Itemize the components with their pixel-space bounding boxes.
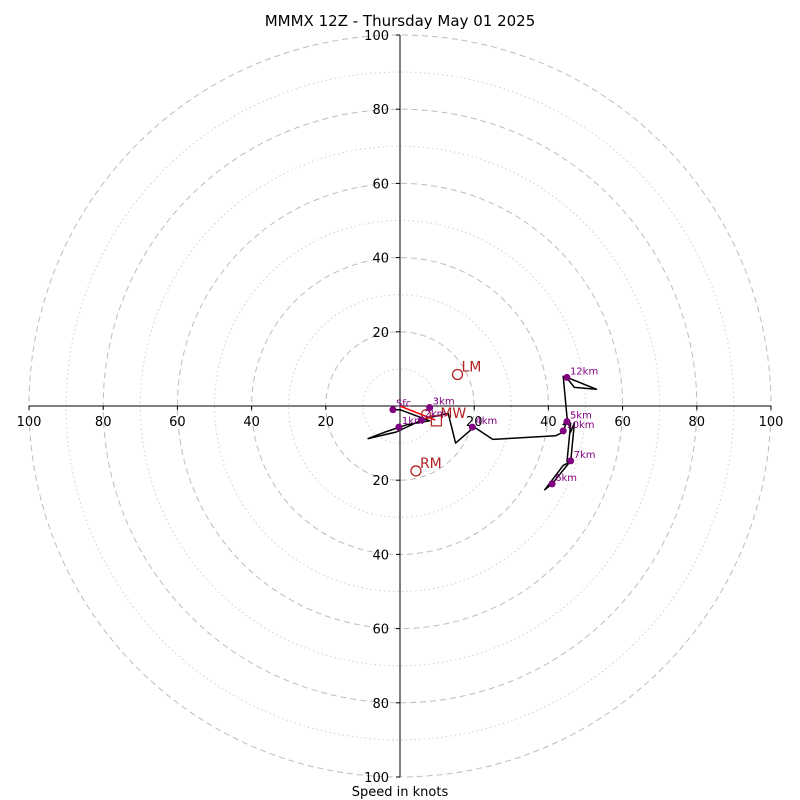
- chart-title: MMMX 12Z - Thursday May 01 2025: [265, 12, 536, 30]
- height-marker-point: [395, 423, 403, 431]
- x-tick-label: 80: [95, 415, 112, 430]
- x-tick-label: 40: [540, 415, 557, 430]
- y-tick-label: 60: [372, 177, 389, 192]
- height-marker-label: 2km: [425, 409, 447, 420]
- y-tick-label: 40: [372, 252, 389, 267]
- height-marker-point: [426, 403, 434, 411]
- storm-motion-marker: [430, 415, 442, 427]
- height-marker-label: 3km: [433, 396, 455, 407]
- storm-motion-marker: [410, 465, 422, 477]
- x-tick-label: 40: [243, 415, 260, 430]
- storm-motion-marker: [420, 409, 432, 420]
- height-marker-point: [468, 423, 476, 431]
- x-tick-label: 20: [318, 415, 335, 430]
- y-tick-label: 60: [372, 623, 389, 638]
- height-marker-point: [418, 416, 426, 424]
- hodograph-trace: [367, 375, 598, 491]
- hodograph-line: [367, 375, 598, 491]
- y-tick-label: 100: [364, 771, 389, 786]
- storm-motion-marker: [451, 368, 464, 381]
- height-marker-point: [563, 418, 571, 426]
- x-tick-label: 80: [689, 415, 706, 430]
- x-tick-label: 100: [759, 415, 784, 430]
- storm-motion: LM RM MW: [399, 359, 482, 477]
- height-marker-point: [567, 457, 575, 465]
- storm-motion-label: RM: [420, 456, 442, 472]
- y-tick-label: 80: [372, 103, 389, 118]
- x-tick-label: 60: [614, 415, 631, 430]
- y-tick-label: 40: [372, 548, 389, 563]
- height-marker-label: 6km: [555, 473, 577, 484]
- height-marker-label: Sfc: [396, 399, 411, 410]
- tick-labels: 100 80 60 40 20 20 40 60 80 100100806040202040608…: [17, 29, 784, 786]
- height-marker-label: 4km: [475, 416, 497, 427]
- height-marker-point: [563, 373, 571, 381]
- y-tick-label: 20: [372, 474, 389, 489]
- height-marker-label: 7km: [574, 450, 596, 461]
- height-marker-label: 1km: [402, 416, 424, 427]
- height-marker-point: [559, 427, 567, 435]
- y-tick-label: 20: [372, 326, 389, 341]
- storm-motion-label: MW: [440, 406, 466, 422]
- x-axis-label: Speed in knots: [352, 785, 449, 800]
- y-tick-label: 100: [364, 29, 389, 44]
- height-marker-label: 10km: [566, 420, 594, 431]
- y-tick-label: 80: [372, 697, 389, 712]
- x-tick-label: 100: [17, 415, 42, 430]
- height-marker-label: 12km: [570, 366, 598, 377]
- storm-motion-label: LM: [462, 359, 482, 375]
- height-marker-point: [548, 480, 556, 488]
- height-marker-label: 5km: [570, 411, 592, 422]
- height-marker-point: [389, 406, 397, 414]
- x-tick-label: 60: [169, 415, 186, 430]
